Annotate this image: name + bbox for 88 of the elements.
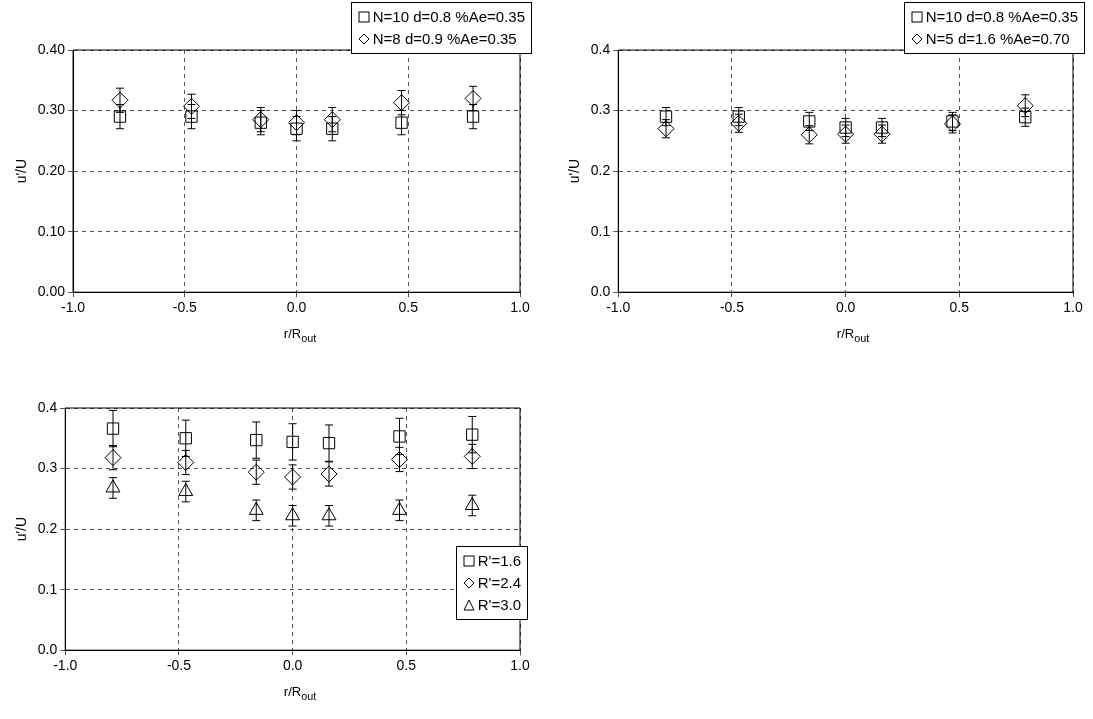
legend-label: R'=1.6 — [477, 551, 521, 571]
legend-label: R'=2.4 — [477, 573, 521, 593]
point — [657, 120, 675, 138]
point — [326, 122, 339, 135]
point — [286, 435, 299, 449]
point — [837, 125, 855, 143]
point — [250, 433, 263, 447]
point — [323, 111, 341, 129]
point — [393, 430, 406, 443]
point — [463, 447, 481, 465]
y-tick-label: 0.20 — [37, 161, 66, 178]
point — [943, 115, 961, 133]
x-tick-label: -0.5 — [166, 657, 192, 674]
y-axis-title: u'/U — [13, 158, 30, 184]
x-tick-label: 1.0 — [510, 657, 530, 674]
point — [390, 450, 408, 468]
point — [179, 432, 192, 445]
point — [464, 496, 480, 510]
y-tick-label: 0.0 — [37, 641, 58, 658]
point — [839, 121, 852, 134]
x-tick-label: 0.5 — [396, 657, 417, 674]
x-tick-label: 0.0 — [282, 657, 303, 674]
legend-label: N=8 d=0.9 %Ae=0.35 — [372, 29, 517, 49]
point — [464, 89, 482, 107]
point — [875, 121, 889, 134]
point — [466, 110, 480, 123]
point — [113, 110, 127, 123]
x-axis-title: r/R$_{out}$ — [282, 326, 318, 344]
legend-label: N=10 d=0.8 %Ae=0.35 — [925, 7, 1078, 27]
y-tick-label: 0.0 — [590, 283, 611, 300]
point — [248, 501, 264, 515]
y-tick-label: 0.4 — [590, 40, 611, 57]
y-tick-label: 0.2 — [590, 161, 611, 178]
x-axis-title: r/R$_{out}$ — [282, 684, 318, 702]
y-tick-label: 0.4 — [37, 398, 58, 415]
x-tick-label: -1.0 — [60, 299, 86, 316]
x-tick-label: 0.5 — [398, 299, 419, 316]
x-tick-label: -0.5 — [172, 299, 198, 316]
point — [252, 111, 270, 129]
point — [466, 428, 479, 441]
x-tick-label: 0.0 — [835, 299, 856, 316]
point — [321, 507, 337, 521]
point — [288, 114, 306, 132]
y-tick-label: 0.30 — [37, 101, 66, 118]
point — [395, 116, 408, 129]
point — [322, 436, 336, 450]
point — [285, 507, 301, 521]
point — [732, 110, 745, 123]
point — [177, 454, 195, 471]
y-tick-label: 0.1 — [37, 580, 58, 597]
point — [247, 463, 265, 481]
y-axis-title: u'/U — [566, 158, 583, 184]
y-tick-label: 0.10 — [37, 222, 66, 239]
legend-label: N=5 d=1.6 %Ae=0.70 — [925, 29, 1070, 49]
point — [392, 501, 407, 515]
point — [800, 126, 818, 144]
x-tick-label: 1.0 — [510, 299, 530, 316]
legend-label: R'=3.0 — [477, 595, 521, 615]
y-tick-label: 0.3 — [590, 101, 611, 118]
y-tick-label: 0.1 — [590, 222, 611, 239]
point — [873, 125, 891, 143]
x-axis-title: r/R$_{out}$ — [835, 326, 871, 344]
x-tick-label: -1.0 — [53, 657, 78, 674]
point — [178, 483, 194, 497]
point — [104, 449, 122, 467]
x-tick-label: 1.0 — [1063, 299, 1083, 316]
point — [105, 479, 121, 493]
point — [1016, 97, 1034, 115]
point — [659, 110, 673, 123]
y-axis-title: u'/U — [13, 516, 30, 542]
point — [284, 468, 302, 486]
x-tick-label: -1.0 — [606, 299, 631, 316]
point — [803, 115, 816, 128]
x-tick-label: -0.5 — [719, 299, 745, 316]
y-tick-label: 0.3 — [37, 459, 58, 476]
point — [730, 114, 748, 132]
point — [106, 422, 120, 435]
x-tick-label: 0.5 — [949, 299, 970, 316]
legend-label: N=10 d=0.8 %Ae=0.35 — [372, 7, 525, 27]
point — [393, 94, 411, 112]
y-tick-label: 0.2 — [37, 519, 58, 536]
point — [182, 97, 200, 115]
y-tick-label: 0.40 — [37, 40, 66, 57]
point — [1019, 111, 1032, 124]
y-tick-label: 0.00 — [37, 283, 66, 300]
point — [111, 91, 129, 109]
point — [185, 110, 198, 123]
x-tick-label: 0.0 — [286, 299, 307, 316]
